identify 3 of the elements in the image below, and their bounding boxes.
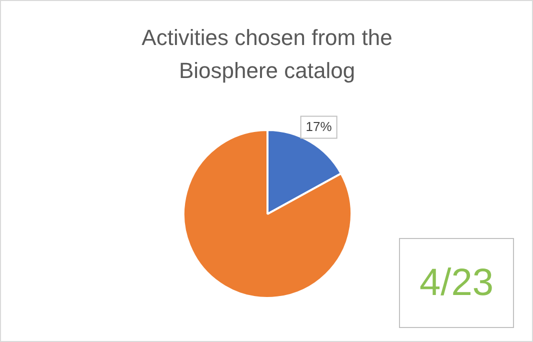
chart-title: Activities chosen from the Biosphere catalog — [140, 24, 394, 85]
text: 4/23 — [399, 238, 514, 328]
data-label: 17% — [306, 118, 332, 134]
